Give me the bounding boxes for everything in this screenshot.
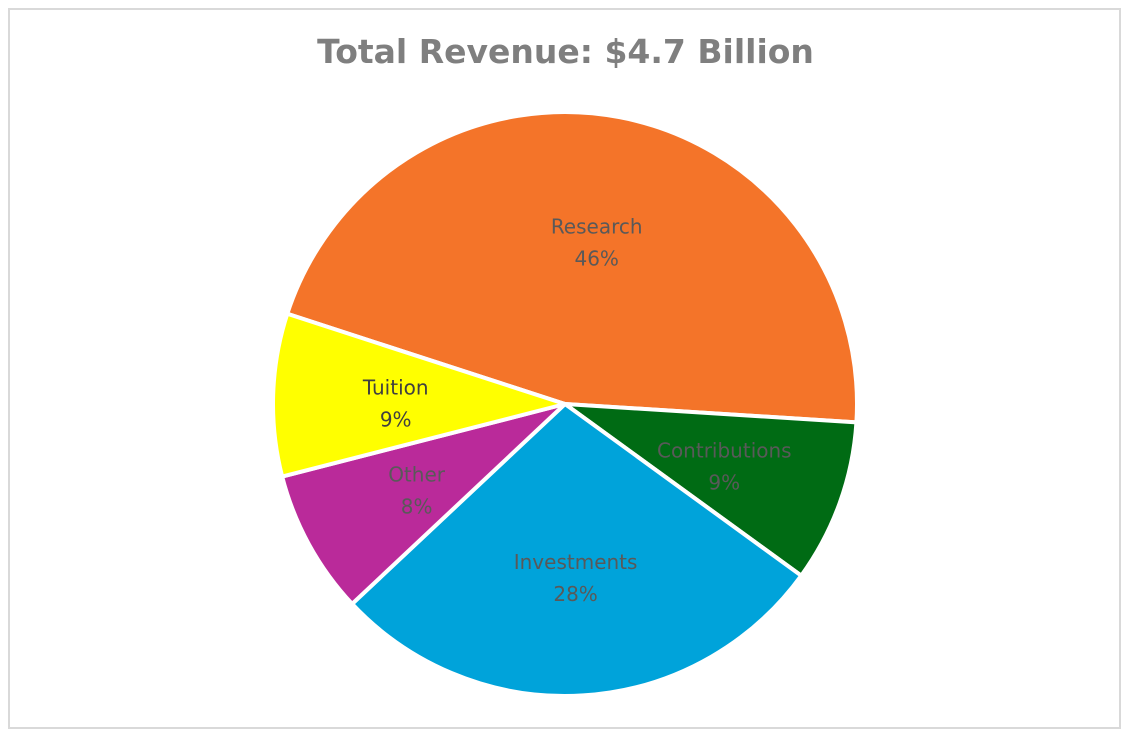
slice-percent-tuition: 9%	[380, 408, 412, 432]
slice-label-contributions: Contributions	[657, 438, 792, 462]
pie-slice-investments	[350, 402, 804, 698]
pie-slice-other	[280, 402, 567, 606]
slice-label-other: Other	[388, 463, 446, 487]
slice-percent-investments: 28%	[553, 582, 597, 606]
slice-percent-other: 8%	[401, 495, 433, 519]
slice-label-tuition: Tuition	[362, 376, 429, 400]
slice-percent-research: 46%	[574, 247, 618, 271]
slice-label-investments: Investments	[514, 550, 638, 574]
slice-label-research: Research	[551, 215, 643, 239]
chart-title: Total Revenue: $4.7 Billion	[317, 32, 814, 71]
pie-slice-tuition	[271, 311, 567, 479]
slice-percent-contributions: 9%	[708, 470, 740, 494]
pie-slice-research	[285, 110, 859, 425]
pie-slice-contributions	[563, 402, 859, 578]
